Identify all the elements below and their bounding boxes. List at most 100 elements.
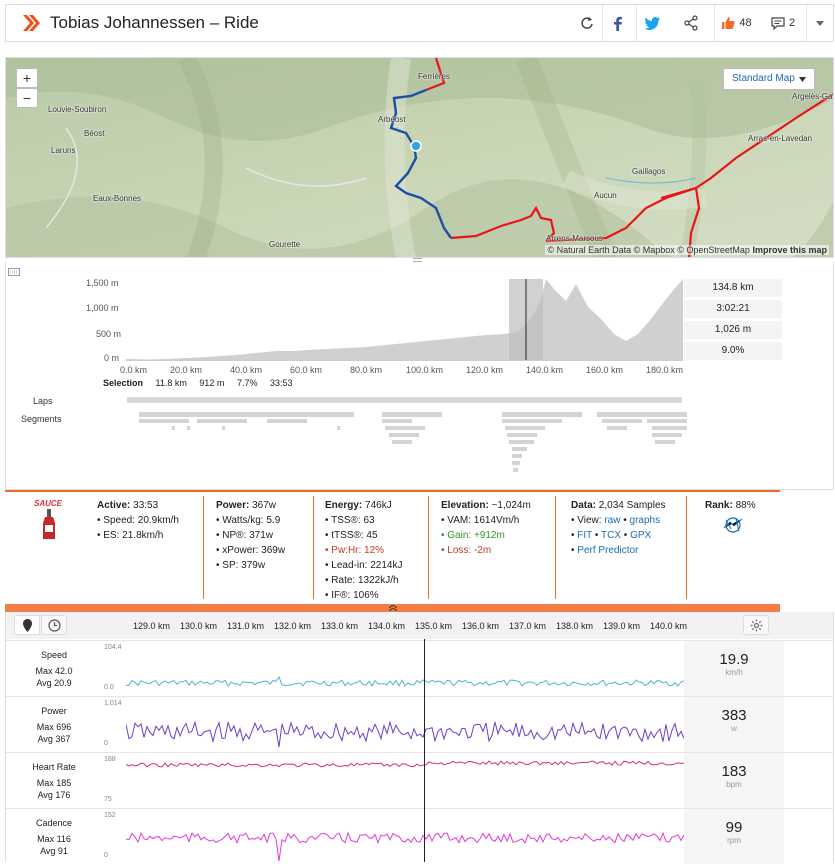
power-stats: Power: 367w Watts/kg: 5.9 NP®: 371w xPow… xyxy=(216,498,285,573)
graphs-link[interactable]: graphs xyxy=(629,515,661,526)
stream-x-tick: 130.0 km xyxy=(180,621,218,631)
zoom-out-button[interactable]: − xyxy=(16,88,38,108)
attribution-text: © Natural Earth Data © Mapbox © OpenStre… xyxy=(547,245,750,255)
share-button[interactable] xyxy=(676,5,706,41)
heart-rate-chart[interactable] xyxy=(126,755,684,807)
place-label: Aucun xyxy=(594,191,617,200)
rank-stats: Rank: 88% xyxy=(705,498,756,513)
panel-collapse-bar[interactable] xyxy=(5,604,780,612)
stream-charts: 129.0 km 130.0 km 131.0 km 132.0 km 133.… xyxy=(5,612,834,864)
rank-badge-icon[interactable] xyxy=(722,516,744,534)
zoom-in-button[interactable]: + xyxy=(16,68,38,88)
elev-x-tick: 100.0 km xyxy=(406,365,444,375)
rank-value: 88% xyxy=(735,500,756,511)
time-toggle[interactable] xyxy=(41,615,67,635)
cadence-current-value: 99 xyxy=(725,819,743,836)
cadence-chart[interactable] xyxy=(126,811,684,863)
selection-summary: Selection 11.8 km 912 m 7.7% 33:53 xyxy=(103,378,303,388)
elev-x-tick: 0.0 km xyxy=(120,365,148,375)
map-style-dropdown[interactable]: Standard Map xyxy=(723,68,815,90)
place-label: Argelès-Gazost xyxy=(792,92,833,101)
map-attribution: © Natural Earth Data © Mapbox © OpenStre… xyxy=(545,245,829,255)
elevation-profile-chart[interactable] xyxy=(126,279,683,361)
power-avg: Avg 367 xyxy=(37,734,71,744)
strava-chevron-icon[interactable] xyxy=(22,14,40,32)
power-xpower: xPower: 369w xyxy=(216,543,285,558)
kudos-button[interactable]: 48 xyxy=(714,5,758,41)
facebook-share-button[interactable] xyxy=(602,5,632,41)
heart-rate-current: 183 bpm xyxy=(684,753,784,808)
share-icon xyxy=(684,15,698,31)
power-value: 367w xyxy=(252,500,277,511)
stream-x-tick: 135.0 km xyxy=(415,621,453,631)
map-style-label: Standard Map xyxy=(732,73,795,84)
cadence-ymin: 0 xyxy=(104,852,108,859)
keyboard-icon[interactable] xyxy=(8,268,20,276)
gpx-link[interactable]: GPX xyxy=(630,530,652,541)
elevation-stats: Elevation: ~1,024m VAM: 1614Vm/h Gain: +… xyxy=(441,498,531,558)
power-chart[interactable] xyxy=(126,699,684,751)
cadence-current: 99 rpm xyxy=(684,809,784,864)
place-label: Béost xyxy=(84,129,105,138)
power-current: 383 w xyxy=(684,697,784,752)
chevron-up-icon xyxy=(389,605,397,611)
sauce-logo: SAUCE xyxy=(34,499,63,508)
elevation-gain: Gain: +912m xyxy=(441,528,531,543)
power-max: Max 696 xyxy=(36,722,72,732)
comments-button[interactable]: 2 xyxy=(766,5,800,41)
raw-link[interactable]: raw xyxy=(604,515,621,526)
column-divider xyxy=(428,496,429,599)
cadence-max: Max 116 xyxy=(37,834,71,844)
elev-y-tick: 1,500 m xyxy=(86,278,119,288)
place-label: Arrens-Marsous xyxy=(546,234,603,243)
refresh-button[interactable] xyxy=(572,5,602,41)
power-ymin: 0 xyxy=(104,740,108,747)
selection-time: 33:53 xyxy=(269,378,293,388)
chevron-down-icon xyxy=(799,77,806,82)
rank-title: Rank: xyxy=(705,500,733,511)
heart-rate-current-value: 183 xyxy=(721,763,747,780)
heart-rate-ymax: 188 xyxy=(104,756,116,763)
power-label: Power xyxy=(41,706,67,716)
laps-bar[interactable] xyxy=(127,397,682,403)
selection-distance: 11.8 km xyxy=(155,378,187,388)
energy-title: Energy: xyxy=(325,500,363,511)
place-label: Arbéost xyxy=(378,115,406,124)
column-divider xyxy=(203,496,204,599)
speed-current-value: 19.9 xyxy=(719,651,749,668)
map-pin-icon xyxy=(23,619,32,632)
improve-map-link[interactable]: Improve this map xyxy=(752,245,827,255)
fit-link[interactable]: FIT xyxy=(577,530,593,541)
chart-settings-button[interactable] xyxy=(743,615,769,635)
activity-header: Tobias Johannessen – Ride 48 2 xyxy=(5,4,834,42)
route-map[interactable]: + − Standard Map Ferrières Argelès-Gazos… xyxy=(5,57,834,258)
map-resize-handle[interactable] xyxy=(413,258,422,262)
place-label: Ferrières xyxy=(418,72,451,81)
stream-x-tick: 134.0 km xyxy=(368,621,406,631)
perf-predictor-link[interactable]: Perf Predictor xyxy=(577,545,639,556)
speed-current: 19.9 km/h xyxy=(684,641,784,696)
elev-x-tick: 120.0 km xyxy=(466,365,504,375)
more-menu-button[interactable] xyxy=(806,5,833,41)
elevation-title: Elevation: xyxy=(441,500,489,511)
twitter-share-button[interactable] xyxy=(636,5,668,41)
stream-x-tick: 133.0 km xyxy=(321,621,359,631)
power-unit: w xyxy=(731,724,737,733)
tcx-link[interactable]: TCX xyxy=(601,530,621,541)
thumbs-up-icon xyxy=(722,17,735,29)
cadence-avg: Avg 91 xyxy=(40,846,68,856)
elev-x-tick: 60.0 km xyxy=(290,365,323,375)
cadence-unit: rpm xyxy=(727,836,741,845)
map-pin-toggle[interactable] xyxy=(14,615,40,635)
elevation-panel: 1,500 m 1,000 m 500 m 0 m 0.0 km 20.0 km… xyxy=(5,262,834,490)
segments-bars[interactable] xyxy=(127,412,687,476)
energy-ttss: tTSS®: 45 xyxy=(325,528,402,543)
stream-x-tick: 137.0 km xyxy=(509,621,547,631)
speed-avg: Avg 20.9 xyxy=(36,678,72,688)
elev-x-tick: 160.0 km xyxy=(586,365,624,375)
speed-chart[interactable] xyxy=(126,643,684,695)
elevation-loss: Loss: -2m xyxy=(441,543,531,558)
speed-ymax: 104.4 xyxy=(104,644,122,651)
elev-x-tick: 180.0 km xyxy=(646,365,684,375)
energy-rate: Rate: 1322kJ/h xyxy=(325,573,402,588)
